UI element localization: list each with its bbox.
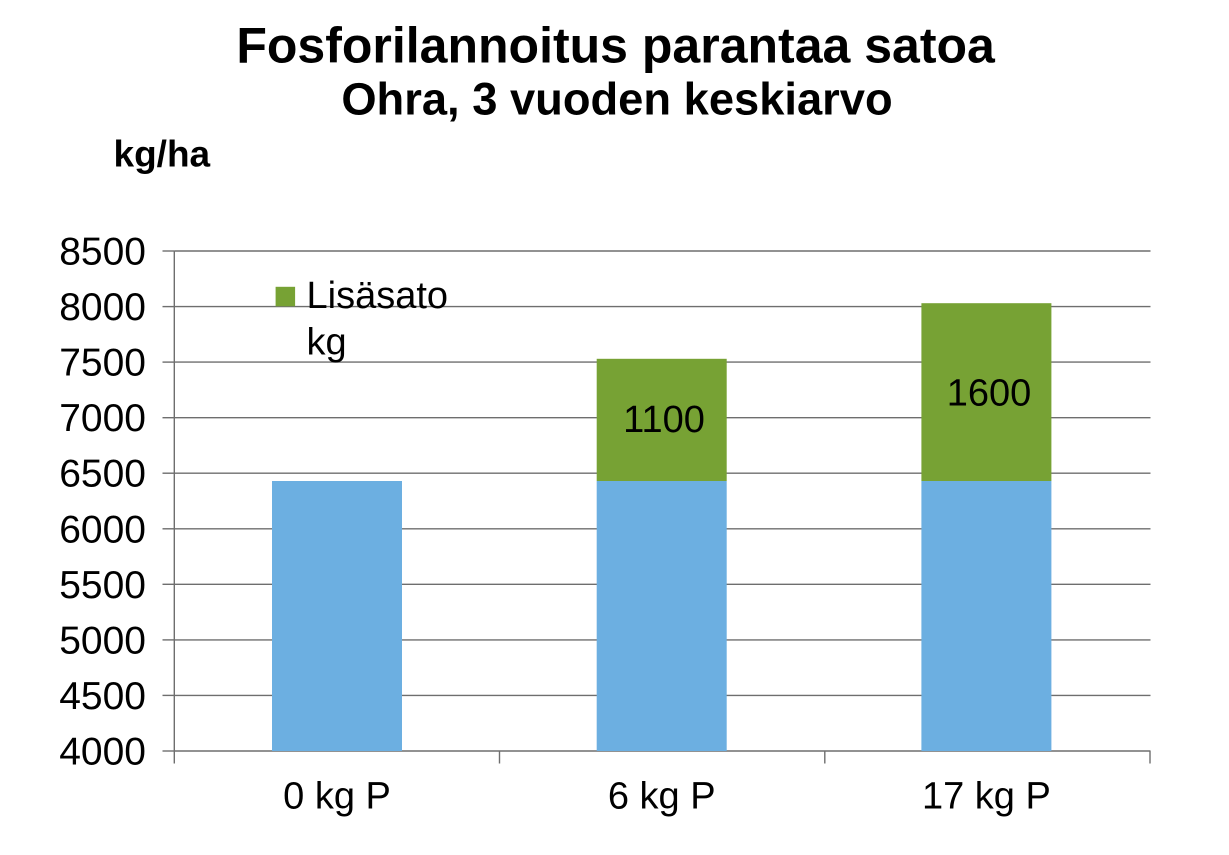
svg-text:7000: 7000 (59, 397, 146, 440)
svg-text:17 kg P: 17 kg P (922, 775, 1051, 817)
svg-text:8000: 8000 (59, 286, 146, 329)
svg-text:Lisäsato: Lisäsato (307, 275, 449, 317)
svg-text:Ohra, 3 vuoden keskiarvo: Ohra, 3 vuoden keskiarvo (341, 74, 892, 125)
svg-text:0 kg P: 0 kg P (283, 775, 391, 817)
svg-text:4500: 4500 (59, 675, 146, 718)
svg-text:1100: 1100 (623, 399, 705, 441)
svg-text:8500: 8500 (59, 231, 146, 274)
svg-text:4000: 4000 (59, 731, 146, 774)
svg-text:kg/ha: kg/ha (114, 134, 211, 175)
svg-text:6500: 6500 (59, 453, 146, 496)
svg-text:5000: 5000 (59, 619, 146, 662)
svg-text:7500: 7500 (59, 342, 146, 385)
svg-text:6 kg P: 6 kg P (608, 775, 716, 817)
svg-text:Fosforilannoitus parantaa sato: Fosforilannoitus parantaa satoa (236, 18, 996, 74)
svg-text:1600: 1600 (947, 373, 1032, 415)
svg-text:6000: 6000 (59, 508, 146, 551)
svg-text:5500: 5500 (59, 564, 146, 607)
svg-text:kg: kg (307, 321, 347, 363)
